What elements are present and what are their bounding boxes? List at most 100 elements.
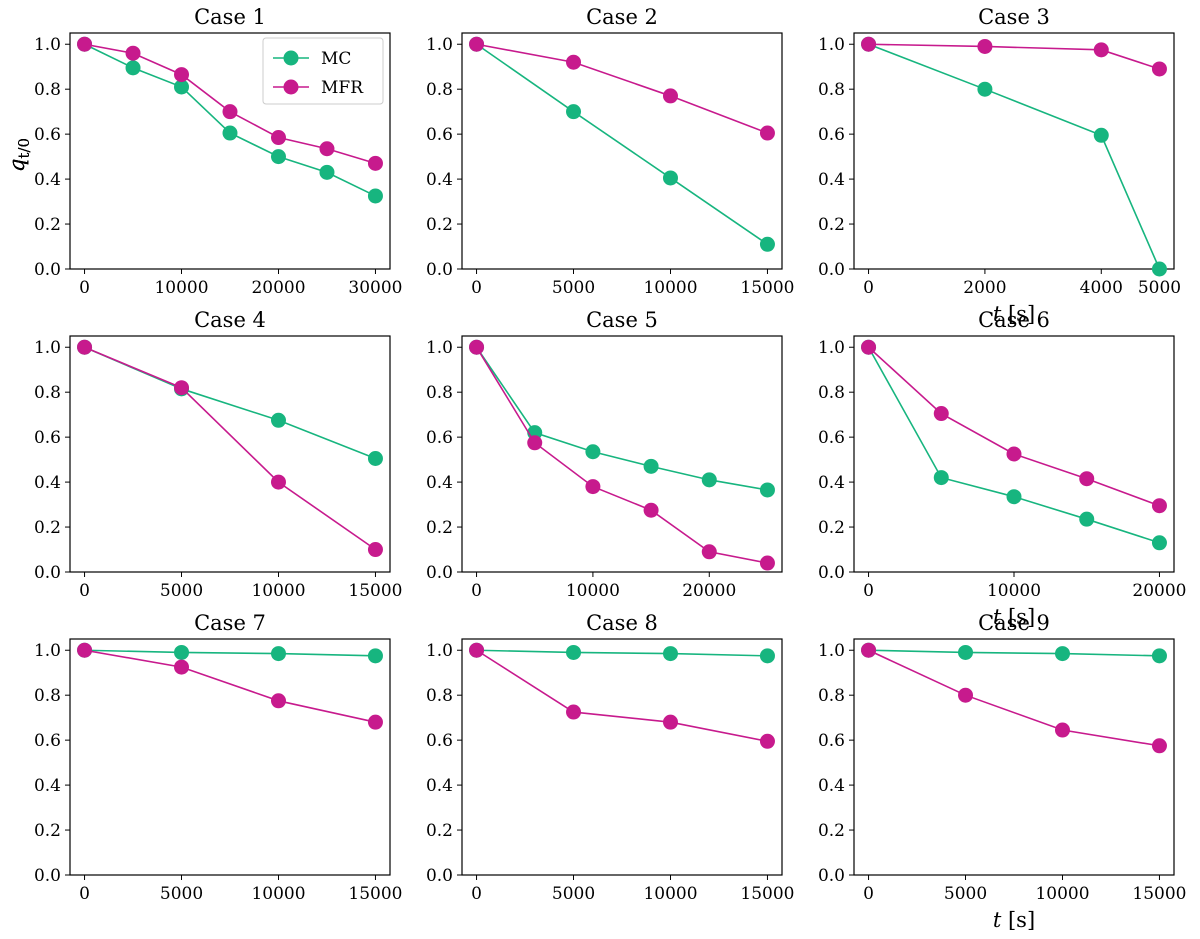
series-line-mfr (475, 346, 768, 564)
data-point-mfr (174, 67, 190, 83)
y-tick-label: 0.8 (426, 383, 453, 403)
series-line-mfr (84, 346, 376, 551)
y-tick-label: 0.2 (426, 821, 453, 841)
y-tick-label: 1.0 (426, 338, 453, 358)
y-tick-label: 0.0 (818, 260, 845, 280)
x-tick-label: 2000 (963, 278, 1006, 298)
subplot-case-6: Case 6 0.0 0.2 0.4 0.6 0.8 1.0 0 10000 20000 t [s] (818, 308, 1187, 629)
y-tick-label: 0.8 (818, 80, 845, 100)
data-point-mfr (861, 339, 877, 355)
series-line-mfr (868, 43, 1160, 70)
series-line-mc (476, 43, 768, 245)
x-tick-label: 5000 (552, 884, 595, 904)
series-line-mc (868, 43, 1161, 270)
y-tick-label: 0.4 (34, 473, 61, 493)
y-tick-label: 0.8 (818, 686, 845, 706)
data-point-mfr (77, 36, 93, 52)
y-tick-label: 0.0 (34, 563, 61, 583)
series-line-mc (475, 346, 768, 491)
x-tick-label: 5000 (160, 884, 203, 904)
data-point-mc (367, 450, 383, 466)
axes-frame (69, 638, 391, 876)
data-point-mc (1006, 489, 1022, 505)
data-point-mfr (566, 704, 582, 720)
legend-label-mc: MC (321, 49, 351, 69)
data-point-mfr (759, 555, 775, 571)
series-line-mc (476, 649, 768, 657)
y-tick-label: 0.4 (426, 473, 453, 493)
y-tick-label: 1.0 (426, 35, 453, 55)
series-line-mc (868, 649, 1160, 657)
x-tick-label: 10000 (643, 278, 697, 298)
data-point-mfr (77, 642, 93, 658)
data-point-mfr (1006, 446, 1022, 462)
x-tick-label: 0 (471, 884, 482, 904)
y-tick-label: 0.4 (818, 170, 845, 190)
x-tick-label: 10000 (251, 581, 305, 601)
data-point-mfr (643, 502, 659, 518)
axes-frame (69, 32, 391, 270)
x-tick-label: 15000 (1132, 884, 1186, 904)
series-line-mfr (84, 649, 376, 723)
legend-label-mfr: MFR (321, 78, 364, 98)
y-tick-label: 0.8 (34, 686, 61, 706)
axes-frame (853, 32, 1175, 270)
x-tick-label: 0 (863, 884, 874, 904)
data-point-mc (367, 188, 383, 204)
x-tick-label: 10000 (154, 278, 208, 298)
legend-marker-mfr (283, 79, 299, 95)
y-tick-label: 0.2 (34, 821, 61, 841)
series-line-mfr (868, 649, 1160, 747)
y-tick-label: 0.0 (818, 866, 845, 886)
axes-frame (69, 335, 391, 573)
y-tick-label: 0.0 (426, 866, 453, 886)
x-tick-label: 10000 (1035, 884, 1089, 904)
data-point-mc (174, 79, 190, 95)
subplot-case-5: Case 5 0.0 0.2 0.4 0.6 0.8 1.0 0 10000 20000 (426, 308, 783, 601)
y-tick-label: 0.0 (426, 563, 453, 583)
y-tick-label: 0.2 (34, 215, 61, 235)
y-tick-label: 0.6 (34, 731, 61, 751)
y-tick-label: 0.4 (426, 170, 453, 190)
y-tick-label: 1.0 (426, 641, 453, 661)
data-point-mc (566, 644, 582, 660)
y-tick-label: 1.0 (818, 35, 845, 55)
x-tick-label: 0 (471, 278, 482, 298)
x-tick-label: 0 (471, 581, 482, 601)
data-point-mfr (701, 544, 717, 560)
y-tick-label: 0.0 (426, 260, 453, 280)
data-point-mfr (1054, 722, 1070, 738)
y-tick-label: 0.6 (426, 428, 453, 448)
x-tick-label: 10000 (987, 581, 1041, 601)
y-tick-label: 1.0 (34, 641, 61, 661)
axes-frame (461, 335, 783, 573)
y-tick-label: 0.6 (426, 125, 453, 145)
data-point-mfr (759, 125, 775, 141)
data-point-mfr (527, 435, 543, 451)
y-axis-label: qt/0 (5, 138, 33, 172)
data-point-mc (270, 149, 286, 165)
subplot-case-8: Case 8 0.0 0.2 0.4 0.6 0.8 1.0 0 5000 10000 15000 (426, 611, 795, 904)
y-axis-label: qt/0 (5, 138, 33, 172)
x-tick-label: 0 (863, 581, 874, 601)
data-point-mc (367, 648, 383, 664)
data-point-mc (566, 104, 582, 120)
y-tick-label: 0.8 (818, 383, 845, 403)
data-point-mc (1151, 261, 1167, 277)
data-point-mc (125, 60, 141, 76)
y-tick-label: 0.8 (34, 80, 61, 100)
series-line-mc (84, 346, 376, 460)
axes-frame (461, 32, 783, 270)
data-point-mc (701, 472, 717, 488)
data-point-mfr (1151, 738, 1167, 754)
data-point-mc (759, 236, 775, 252)
subplot-title: Case 3 (978, 5, 1050, 29)
data-point-mfr (566, 54, 582, 70)
data-point-mc (1079, 511, 1095, 527)
x-tick-label: 20000 (682, 581, 736, 601)
data-point-mc (222, 125, 238, 141)
x-tick-label: 10000 (251, 884, 305, 904)
data-point-mc (977, 81, 993, 97)
data-point-mc (662, 646, 678, 662)
